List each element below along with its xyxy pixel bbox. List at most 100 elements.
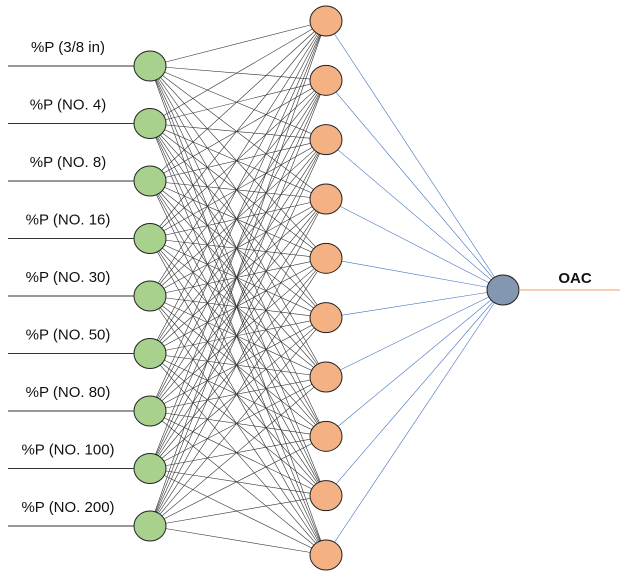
edge [149, 139, 327, 527]
input-node [133, 453, 167, 484]
edge [325, 20, 504, 291]
edge [149, 317, 327, 412]
edge [149, 180, 327, 556]
input-node [133, 510, 167, 542]
input-node [133, 165, 167, 197]
hidden-node [309, 5, 343, 37]
edge [149, 20, 327, 469]
edge [149, 65, 327, 81]
edge [149, 65, 327, 200]
edge [149, 468, 327, 496]
edge [149, 20, 327, 239]
edge [149, 123, 327, 496]
edge [149, 258, 327, 412]
edge [149, 180, 327, 378]
edge [325, 198, 504, 291]
edge [149, 410, 327, 556]
edge [149, 20, 327, 297]
input-node [133, 50, 167, 82]
edge [149, 238, 327, 378]
edge [149, 410, 327, 496]
edge [149, 295, 327, 496]
edge [149, 80, 327, 354]
hidden-node [309, 302, 343, 334]
edge [149, 123, 327, 259]
edge [149, 198, 327, 354]
edge [325, 289, 504, 496]
edge [149, 295, 327, 556]
edge [149, 258, 327, 297]
edge [149, 376, 327, 527]
input-label: %P (NO. 8) [30, 154, 106, 171]
edge [149, 80, 327, 182]
input-label: %P (NO. 16) [26, 211, 111, 228]
edge [149, 258, 327, 527]
edge [149, 198, 327, 527]
edge [149, 65, 327, 437]
connections [149, 20, 504, 556]
edge [149, 20, 327, 412]
edge [325, 289, 504, 318]
edge [149, 180, 327, 437]
hidden-node [309, 183, 343, 215]
edge [149, 468, 327, 556]
edge [149, 376, 327, 469]
edge [325, 289, 504, 378]
output-label: OAC [558, 270, 592, 287]
edge [149, 123, 327, 140]
edge [149, 317, 327, 527]
edge [149, 180, 327, 259]
input-label: %P (3/8 in) [31, 39, 105, 56]
edge [149, 139, 327, 239]
hidden-node [309, 124, 343, 156]
edge [149, 238, 327, 437]
edge [149, 80, 327, 239]
edge [149, 198, 327, 297]
input-node [133, 395, 167, 427]
input-label: %P (NO. 200) [21, 499, 114, 516]
edge [149, 525, 327, 556]
edge [149, 353, 327, 496]
edge [149, 65, 327, 378]
edge [325, 139, 504, 291]
edge [149, 410, 327, 437]
edge [149, 295, 327, 378]
edge [149, 139, 327, 412]
hidden-node [309, 480, 343, 512]
hidden-node [309, 242, 343, 274]
input-label: %P (NO. 30) [26, 269, 111, 286]
input-node [133, 280, 167, 312]
edge [149, 295, 327, 437]
edge [149, 436, 327, 527]
edge [325, 258, 504, 291]
edge [149, 198, 327, 412]
edge [325, 80, 504, 291]
edge [149, 258, 327, 469]
hidden-node [309, 539, 343, 571]
input-label: %P (NO. 80) [26, 384, 111, 401]
edge [149, 495, 327, 527]
input-node [133, 338, 167, 369]
edge [149, 238, 327, 556]
edge [149, 123, 327, 556]
edge [149, 376, 327, 412]
edge [149, 20, 327, 124]
edge [149, 353, 327, 437]
edge [149, 139, 327, 182]
edge [149, 180, 327, 496]
edge [149, 353, 327, 556]
edge [149, 80, 327, 412]
output-node [486, 274, 520, 306]
edge [149, 238, 327, 259]
edge [149, 123, 327, 200]
edge [149, 258, 327, 354]
input-label: %P (NO. 50) [26, 326, 111, 343]
edge [149, 180, 327, 200]
edge [149, 20, 327, 67]
edge [149, 238, 327, 318]
edge [149, 65, 327, 496]
edge [149, 180, 327, 318]
edge [149, 65, 327, 140]
edge [149, 198, 327, 239]
